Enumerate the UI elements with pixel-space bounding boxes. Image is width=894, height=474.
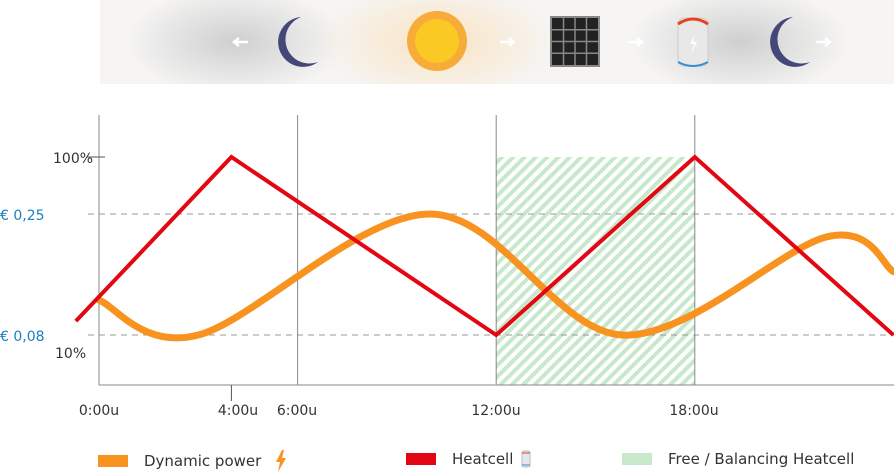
moon-icon: [278, 17, 318, 67]
y-tick-10: 10%: [55, 346, 86, 362]
x-tick: 12:00u: [471, 403, 520, 419]
legend-heatcell: Heatcell: [406, 450, 531, 468]
price-tick-008: € 0,08: [0, 329, 45, 345]
lightning-icon: [276, 450, 287, 472]
x-tick: 18:00u: [669, 403, 718, 419]
price-tick-025: € 0,25: [0, 208, 45, 224]
heatcell-line: [74, 154, 894, 338]
arrow-right-icon: [500, 37, 517, 47]
x-tick: 0:00u: [79, 403, 119, 419]
dynamic-power-line: [95, 210, 894, 342]
x-tick: 6:00u: [277, 403, 317, 419]
legend-swatch: [406, 453, 436, 465]
legend-swatch: [622, 453, 652, 465]
moon-icon: [770, 17, 810, 67]
sun-icon: [407, 11, 467, 71]
legend-label: Heatcell: [452, 450, 514, 468]
legend-label: Free / Balancing Heatcell: [668, 450, 855, 468]
y-tick-100: 100%: [53, 151, 93, 167]
arrow-right-icon: [816, 37, 833, 47]
x-tick: 4:00u: [218, 403, 258, 419]
heatcell-battery-icon: [521, 450, 531, 468]
legend-free-balancing: Free / Balancing Heatcell: [622, 450, 854, 468]
legend-swatch: [98, 455, 128, 467]
legend-label: Dynamic power: [144, 452, 262, 470]
heatcell-battery-icon: [677, 17, 709, 67]
arrow-left-icon: [231, 37, 248, 47]
solar-panel-icon: [550, 16, 600, 67]
arrow-right-icon: [628, 37, 645, 47]
legend-dynamic-power: Dynamic power: [98, 450, 287, 472]
